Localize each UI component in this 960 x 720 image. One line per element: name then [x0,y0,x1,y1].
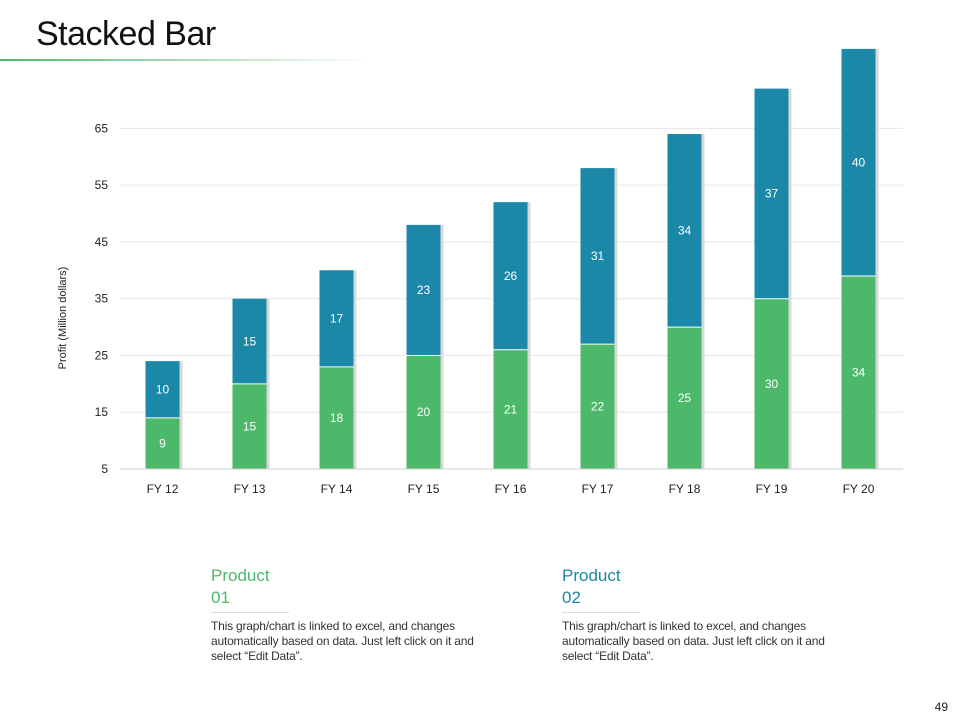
legend-product-02: Product 02 This graph/chart is linked to… [562,565,852,664]
data-label: 25 [678,391,692,405]
title-underline [0,59,370,61]
data-label: 17 [330,312,344,326]
bar-segment-product-02[interactable] [232,298,267,384]
y-tick-label: 45 [95,235,109,249]
bar-segment-product-01[interactable] [841,275,876,469]
x-tick-label: FY 20 [843,482,875,496]
legend-product-01: Product 01 This graph/chart is linked to… [211,565,501,664]
legend-description-product-02: This graph/chart is linked to excel, and… [562,619,825,663]
x-tick-label: FY 16 [495,482,527,496]
bar-segment-product-01[interactable] [493,349,528,469]
legend-description-product-01: This graph/chart is linked to excel, and… [211,619,474,663]
bar-segment-product-02[interactable] [667,134,702,328]
y-tick-label: 35 [95,292,109,306]
slide-title: Stacked Bar [36,15,216,53]
y-tick-label: 25 [95,348,109,362]
data-label: 15 [243,334,257,348]
x-tick-label: FY 14 [321,482,353,496]
bars[interactable]: 9 10 15 15 18 17 20 23 21 26 22 31 25 34 30 37 34 40 [145,48,879,470]
y-tick-label: 5 [101,462,108,476]
bar-segment-product-02[interactable] [841,48,876,276]
bar-segment-product-02[interactable] [754,88,789,299]
bar-segment-product-02[interactable] [580,168,615,345]
bar-segment-product-01[interactable] [406,355,441,469]
bar-segment-product-01[interactable] [580,344,615,469]
bar-segment-product-02[interactable] [145,361,180,418]
page-number: 49 [934,700,948,714]
data-label: 22 [591,400,605,414]
data-label: 40 [852,155,866,169]
data-label: 15 [243,419,257,433]
y-axis-label: Profit (Million dollars) [57,267,69,370]
data-label: 37 [765,187,779,201]
data-label: 34 [678,224,692,238]
x-tick-label: FY 18 [669,482,701,496]
bar-segment-product-01[interactable] [319,366,354,469]
data-label: 26 [504,269,518,283]
x-tick-label: FY 15 [408,482,440,496]
y-tick-label: 55 [95,178,109,192]
x-tick-label: FY 19 [756,482,788,496]
data-label: 23 [417,283,431,297]
legend-title-product-01: Product 01 [211,565,289,613]
data-label: 30 [765,377,779,391]
data-label: 18 [330,411,344,425]
legend-title-product-02: Product 02 [562,565,640,613]
bar-segment-product-02[interactable] [493,202,528,350]
axes: 5 15 25 35 45 55 65 FY 12 FY 13 FY 14 FY 15 FY 16 FY… [95,121,903,496]
x-tick-label: FY 13 [234,482,266,496]
y-tick-label: 15 [95,405,109,419]
bar-segment-product-01[interactable] [145,417,180,469]
bar-segment-product-02[interactable] [319,270,354,367]
bar-segment-product-01[interactable] [754,298,789,469]
data-label: 34 [852,365,866,379]
data-label: 20 [417,405,431,419]
data-label: 9 [159,436,166,450]
x-tick-label: FY 12 [147,482,179,496]
x-tick-label: FY 17 [582,482,614,496]
data-label: 31 [591,249,605,263]
bar-segment-product-01[interactable] [232,383,267,469]
data-label: 21 [504,402,518,416]
bar-segment-product-02[interactable] [406,224,441,356]
bar-segment-product-01[interactable] [667,327,702,469]
data-label: 10 [156,383,170,397]
y-tick-label: 65 [95,121,109,135]
